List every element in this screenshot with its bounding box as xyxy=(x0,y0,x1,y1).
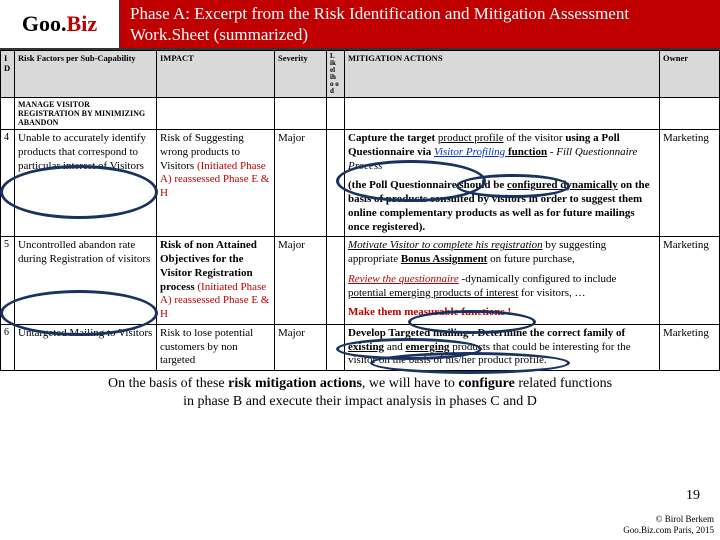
cell-actions: Motivate Visitor to complete his registr… xyxy=(345,237,660,325)
logo-right: Biz xyxy=(67,11,98,37)
subheader-row: MANAGE VISITOR REGISTRATION BY MINIMIZIN… xyxy=(1,98,720,130)
table-header-row: I D Risk Factors per Sub-Capability IMPA… xyxy=(1,51,720,98)
credit: © Birol Berkem Goo.Biz.com Paris, 2015 xyxy=(623,514,714,536)
cell-severity: Major xyxy=(275,324,327,370)
table-row: 6 Untargeted Mailing to Visitors Risk to… xyxy=(1,324,720,370)
logo: Goo.Biz xyxy=(0,0,120,50)
cell-actions: Develop Targeted mailing : Determine the… xyxy=(345,324,660,370)
cell-owner: Marketing xyxy=(660,324,720,370)
cell-risk: Unable to accurately identify products t… xyxy=(15,130,157,237)
cell-impact: Risk of Suggesting wrong products to Vis… xyxy=(157,130,275,237)
cell-actions: Capture the target product profile of th… xyxy=(345,130,660,237)
th-severity: Severity xyxy=(275,51,327,98)
cell-id: 4 xyxy=(1,130,15,237)
cell-impact: Risk of non Attained Objectives for the … xyxy=(157,237,275,325)
cell-likelihood xyxy=(327,237,345,325)
cell-severity: Major xyxy=(275,237,327,325)
cell-id: 5 xyxy=(1,237,15,325)
cell-impact: Risk to lose potential customers by non … xyxy=(157,324,275,370)
cell-risk: Uncontrolled abandon rate during Registr… xyxy=(15,237,157,325)
page-number: 19 xyxy=(686,488,700,504)
th-actions: MITIGATION ACTIONS xyxy=(345,51,660,98)
bottom-summary: On the basis of these risk mitigation ac… xyxy=(0,371,720,414)
cell-likelihood xyxy=(327,130,345,237)
cell-likelihood xyxy=(327,324,345,370)
th-impact: IMPACT xyxy=(157,51,275,98)
cell-owner: Marketing xyxy=(660,237,720,325)
th-risk: Risk Factors per Sub-Capability xyxy=(15,51,157,98)
header-bar: Goo.Biz Phase A: Excerpt from the Risk I… xyxy=(0,0,720,50)
th-owner: Owner xyxy=(660,51,720,98)
cell-owner: Marketing xyxy=(660,130,720,237)
cell-severity: Major xyxy=(275,130,327,237)
slide-title: Phase A: Excerpt from the Risk Identific… xyxy=(120,0,720,50)
th-likelihood: L ik el ih o o d xyxy=(327,51,345,98)
table-row: 5 Uncontrolled abandon rate during Regis… xyxy=(1,237,720,325)
subheader-text: MANAGE VISITOR REGISTRATION BY MINIMIZIN… xyxy=(15,98,157,130)
table-row: 4 Unable to accurately identify products… xyxy=(1,130,720,237)
risk-table: I D Risk Factors per Sub-Capability IMPA… xyxy=(0,50,720,371)
th-id: I D xyxy=(1,51,15,98)
cell-risk: Untargeted Mailing to Visitors xyxy=(15,324,157,370)
logo-left: Goo. xyxy=(22,11,67,37)
cell-id: 6 xyxy=(1,324,15,370)
